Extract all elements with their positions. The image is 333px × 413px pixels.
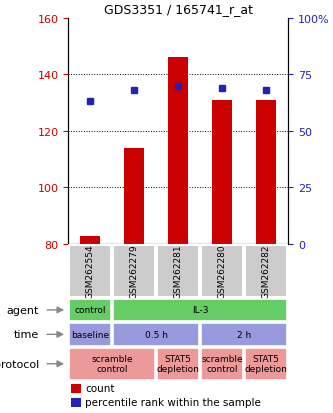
Text: percentile rank within the sample: percentile rank within the sample	[85, 397, 261, 407]
Text: scramble
control: scramble control	[201, 354, 243, 373]
Bar	[113, 299, 287, 321]
Bar	[69, 246, 111, 297]
Bar	[80, 236, 100, 244]
Bar	[113, 246, 155, 297]
Bar	[113, 323, 199, 346]
Text: scramble
control: scramble control	[92, 354, 133, 373]
Bar	[157, 246, 199, 297]
Bar	[157, 348, 199, 380]
Text: baseline: baseline	[71, 330, 109, 339]
Text: GSM262279: GSM262279	[130, 244, 139, 299]
Bar	[201, 323, 287, 346]
Text: STAT5
depletion: STAT5 depletion	[245, 354, 287, 373]
Bar	[69, 323, 111, 346]
Bar	[245, 246, 287, 297]
Bar	[71, 384, 81, 393]
Text: protocol: protocol	[0, 359, 39, 369]
Text: IL-3: IL-3	[192, 306, 208, 315]
Text: GSM262554: GSM262554	[86, 244, 95, 299]
Bar	[256, 100, 276, 244]
Title: GDS3351 / 165741_r_at: GDS3351 / 165741_r_at	[104, 3, 253, 16]
Text: 0.5 h: 0.5 h	[145, 330, 168, 339]
Bar	[69, 348, 155, 380]
Bar	[168, 58, 188, 244]
Bar	[201, 348, 243, 380]
Bar	[201, 246, 243, 297]
Text: agent: agent	[7, 305, 39, 315]
Text: 2 h: 2 h	[237, 330, 251, 339]
Bar	[212, 100, 232, 244]
Text: count: count	[85, 383, 115, 393]
Text: time: time	[14, 330, 39, 339]
Bar	[69, 299, 111, 321]
Text: STAT5
depletion: STAT5 depletion	[157, 354, 199, 373]
Bar	[71, 398, 81, 407]
Bar	[245, 348, 287, 380]
Text: control: control	[75, 306, 106, 315]
Bar	[124, 149, 144, 244]
Text: GSM262281: GSM262281	[173, 244, 183, 299]
Text: GSM262280: GSM262280	[217, 244, 227, 299]
Text: GSM262282: GSM262282	[261, 244, 271, 299]
